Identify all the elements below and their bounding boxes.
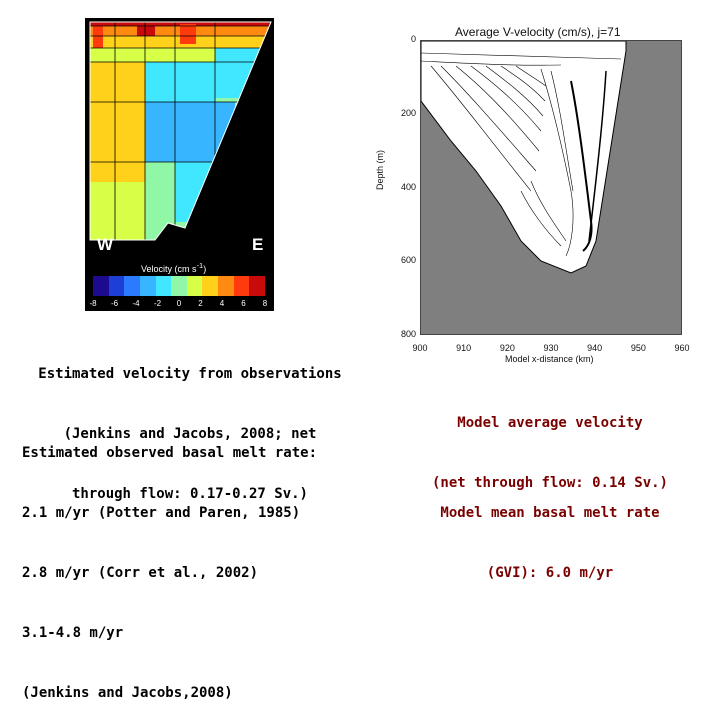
colorbar-tick-label: -4 xyxy=(132,299,140,308)
x-tick-label: 900 xyxy=(412,343,428,353)
colorbar-swatch xyxy=(186,276,203,296)
model-melt-caption: Model mean basal melt rate (GVI): 6.0 m/… xyxy=(410,463,690,603)
x-tick-label: 920 xyxy=(499,343,515,353)
x-tick-label: 960 xyxy=(674,343,690,353)
caption-line: 3.1-4.8 m/yr xyxy=(22,625,124,641)
x-tick-label: 910 xyxy=(456,343,472,353)
caption-line: 2.1 m/yr (Potter and Paren, 1985) xyxy=(22,505,301,521)
colorbar-tick-label: -6 xyxy=(110,299,119,308)
colorbar-swatch xyxy=(93,276,109,296)
colorbar-swatch xyxy=(139,276,156,296)
colorbar-swatch xyxy=(108,276,125,296)
caption-line: Model average velocity xyxy=(457,415,643,431)
colorbar-swatch xyxy=(233,276,250,296)
colorbar-tick-label: -8 xyxy=(89,299,97,308)
caption-line: Model mean basal melt rate xyxy=(440,505,660,521)
model-velocity-figure xyxy=(420,40,682,335)
model-figure-title: Average V-velocity (cm/s), j=71 xyxy=(455,25,621,39)
caption-line: 2.8 m/yr (Corr et al., 2002) xyxy=(22,565,259,581)
model-velocity-caption: Model average velocity (net through flow… xyxy=(410,373,690,513)
caption-line: (Jenkins and Jacobs,2008) xyxy=(22,685,233,701)
caption-line: through flow: 0.17-0.27 Sv.) xyxy=(71,486,308,502)
colorbar-swatch xyxy=(171,276,187,296)
colorbar-swatch xyxy=(155,276,172,296)
y-tick-label: 800 xyxy=(400,329,416,339)
y-tick-label: 200 xyxy=(400,107,416,118)
colorbar-swatch xyxy=(124,276,140,296)
caption-line: Estimated observed basal melt rate: xyxy=(22,445,318,461)
y-axis-ticks: 0 200 400 600 800 xyxy=(386,0,416,540)
colorbar-swatch xyxy=(202,276,219,296)
x-tick-label: 950 xyxy=(630,343,646,353)
colorbar-swatch xyxy=(249,276,266,296)
west-label: W xyxy=(97,235,114,254)
model-velocity-contours xyxy=(421,41,627,274)
x-tick-label: 940 xyxy=(587,343,603,353)
colorbar-tick-label: 0 xyxy=(176,299,182,308)
east-label: E xyxy=(252,235,264,254)
colorbar xyxy=(93,276,266,296)
colorbar-swatch xyxy=(218,276,234,296)
caption-line: Estimated velocity from observations xyxy=(38,366,342,382)
caption-line: (net through flow: 0.14 Sv.) xyxy=(431,475,668,491)
caption-line: (Jenkins and Jacobs, 2008; net xyxy=(63,426,317,442)
colorbar-tick-label: 2 xyxy=(198,299,203,308)
observed-velocity-section xyxy=(89,21,272,241)
x-tick-label: 930 xyxy=(543,343,559,353)
colorbar-tick-label: 6 xyxy=(241,299,246,308)
observed-velocity-caption: Estimated velocity from observations (Je… xyxy=(20,324,360,524)
y-tick-label: 0 xyxy=(410,34,416,44)
observed-velocity-figure: W E Velocity (cm s-1) -8 -6 -4 -2 0 2 4 6 8 xyxy=(85,18,274,311)
colorbar-ticks: -8 -6 -4 -2 0 2 4 6 8 xyxy=(89,299,268,309)
y-tick-label: 400 xyxy=(400,181,416,192)
colorbar-tick-label: 4 xyxy=(219,299,225,308)
colorbar-tick-label: -2 xyxy=(153,299,162,308)
caption-line: (GVI): 6.0 m/yr xyxy=(486,565,614,581)
colorbar-tick-label: 8 xyxy=(262,299,268,308)
y-tick-label: 600 xyxy=(400,255,416,266)
y-axis-label: Depth (m) xyxy=(375,149,385,190)
colorbar-title: Velocity (cm s-1) xyxy=(141,261,207,274)
x-axis-label: Model x-distance (km) xyxy=(505,354,594,364)
observed-melt-caption: Estimated observed basal melt rate: 2.1 … xyxy=(22,403,317,723)
